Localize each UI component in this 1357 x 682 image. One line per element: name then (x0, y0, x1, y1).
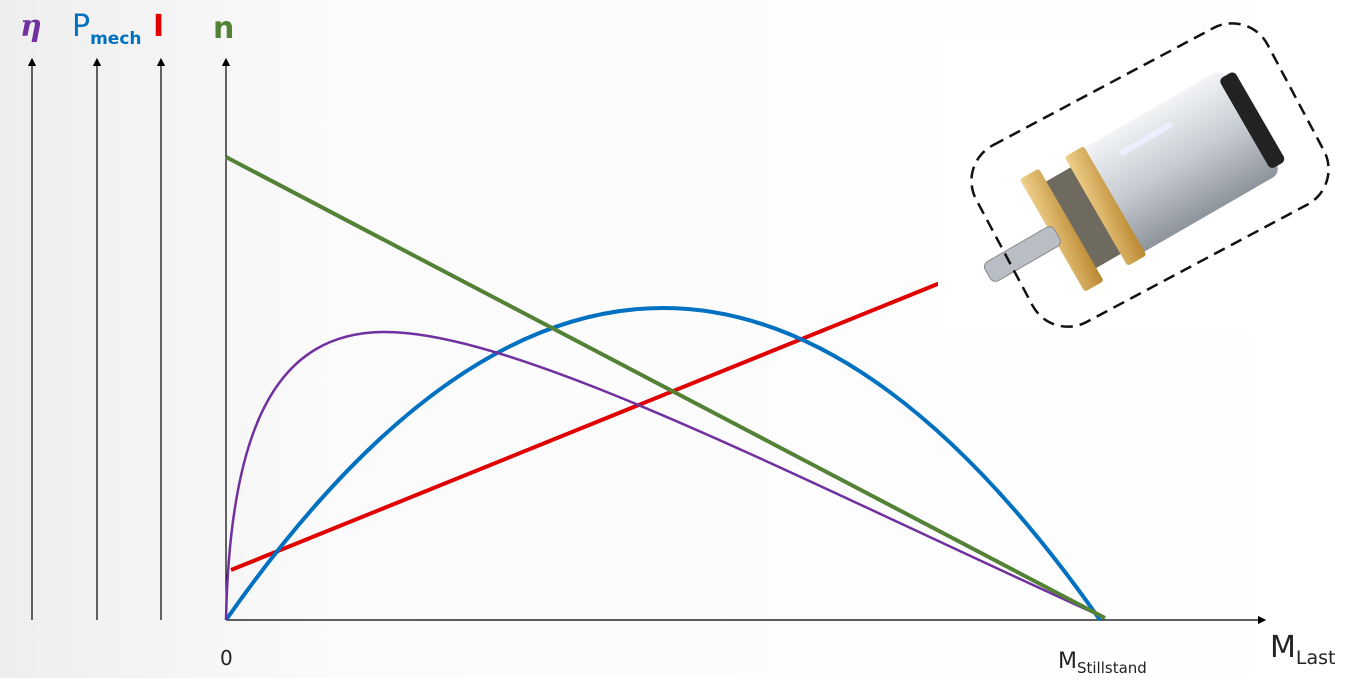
stall-label: MStillstand (1058, 649, 1147, 677)
pmech-label: Pmech (72, 9, 142, 49)
eta-label: η (20, 9, 42, 44)
torque-symbol: M (1270, 630, 1296, 665)
origin-label: 0 (220, 646, 233, 670)
pmech-subscript: mech (90, 29, 141, 49)
torque-subscript: Last (1296, 647, 1336, 669)
speed-curve (225, 155, 1106, 620)
efficiency-curve (224, 330, 1106, 621)
current-curve (230, 279, 946, 572)
power-curve (224, 306, 1102, 622)
motor-image (938, 22, 1335, 330)
speed-label: n (213, 11, 234, 46)
pmech-symbol: P (72, 9, 90, 44)
stall-subscript: Stillstand (1077, 659, 1147, 677)
torque-label: MLast (1270, 630, 1335, 669)
current-label: I (153, 9, 164, 44)
stall-symbol: M (1058, 649, 1077, 674)
